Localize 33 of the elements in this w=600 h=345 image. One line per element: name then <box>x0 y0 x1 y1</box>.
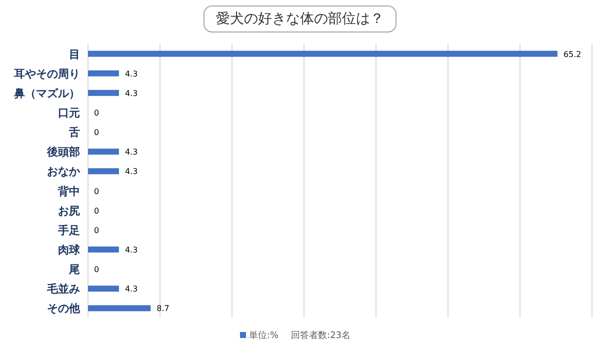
y-tick-label: 尾 <box>68 263 80 276</box>
data-label: 4.3 <box>124 167 138 176</box>
data-label: 8.7 <box>156 304 170 314</box>
data-label: 0 <box>94 186 100 196</box>
data-label: 0 <box>94 265 100 274</box>
data-label: 4.3 <box>124 88 138 98</box>
y-tick-label: 耳やその周り <box>13 67 80 80</box>
y-tick-label: おなか <box>47 165 81 178</box>
data-label: 0 <box>94 128 100 138</box>
y-tick-label: 手足 <box>57 224 80 237</box>
data-label: 4.3 <box>124 246 138 254</box>
text: 回答者数:23名 <box>291 330 351 341</box>
legend-label: 単位:% <box>249 330 280 341</box>
data-label: 65.2 <box>563 50 582 59</box>
data-label: 0 <box>94 108 100 118</box>
title: 愛犬の好きな体の部位は？ <box>204 6 396 32</box>
legend: 単位:% <box>240 331 279 341</box>
data-label: 4.3 <box>124 284 138 294</box>
data-label: 0 <box>94 226 100 235</box>
data-label: 0 <box>94 206 100 216</box>
y-tick-label: その他 <box>47 302 81 316</box>
data-label: 4.3 <box>124 69 138 78</box>
y-tick-label: 口元 <box>58 106 80 120</box>
y-tick-label: 目 <box>69 48 80 61</box>
y-tick-label: 毛並み <box>46 282 80 296</box>
y-tick-label: 後頭部 <box>46 146 80 159</box>
y-tick-label: 鼻（マズル） <box>13 86 80 100</box>
y-tick-label: お尻 <box>58 204 80 218</box>
chart-title: 愛犬の好きな体の部位は？ <box>216 11 384 27</box>
y-tick-label: 舌 <box>68 126 80 140</box>
y-tick-label: 背中 <box>57 184 80 198</box>
data-label: 4.3 <box>124 148 138 157</box>
y-tick-label: 肉球 <box>58 244 81 256</box>
